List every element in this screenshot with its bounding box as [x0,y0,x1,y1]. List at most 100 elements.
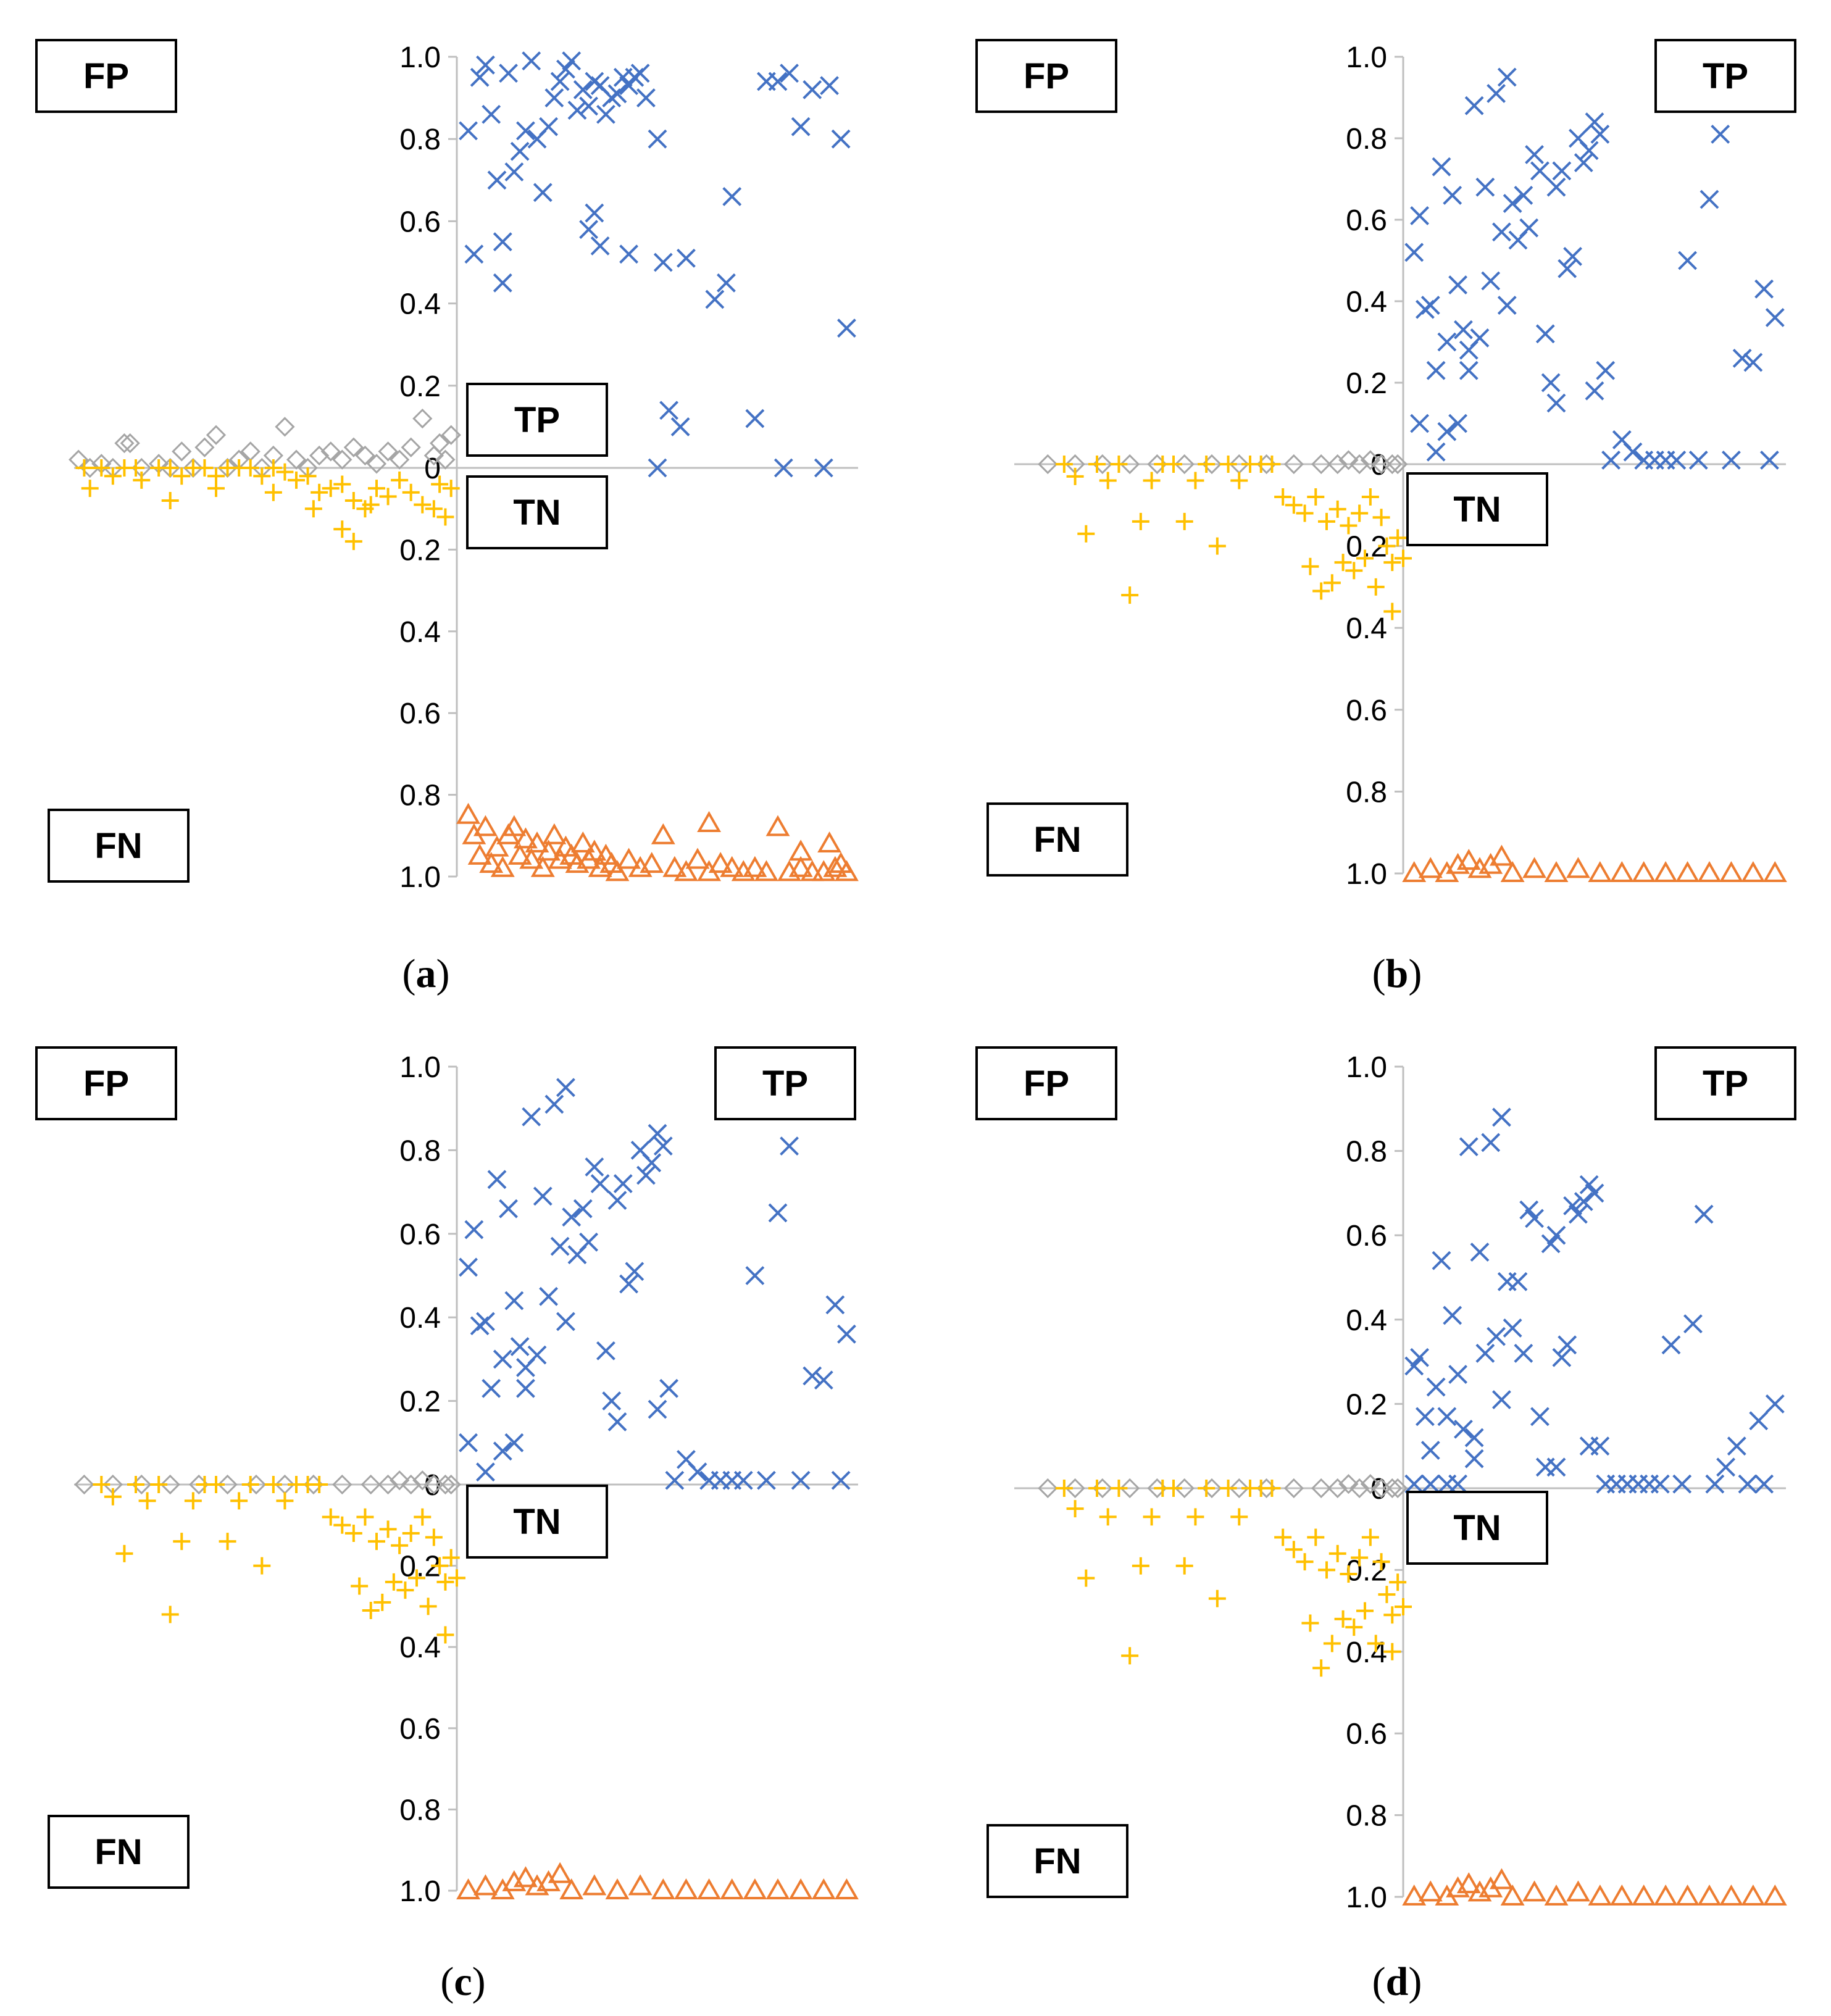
data-point-fn [720,856,744,877]
data-point-fn [1697,1884,1722,1906]
data-point-tn [1121,586,1139,604]
data-point-tp [522,51,541,71]
data-point-tp [1420,1441,1440,1460]
data-point-tp [1487,83,1506,103]
y-tick-label: 0.6 [1346,1718,1387,1751]
data-point-fp [1388,1478,1408,1499]
data-point-tp [533,183,553,202]
label-tn: TN [1406,1491,1548,1565]
data-point-fn [628,1874,653,1896]
data-point-fn [754,860,778,881]
y-tick-label: 0.6 [399,1713,441,1746]
data-point-tn [150,1476,168,1493]
data-point-tp [596,1341,615,1360]
y-tick-label: 1.0 [1346,858,1387,891]
caption-c: (c) [440,1959,486,2004]
data-point-tp [1410,206,1429,225]
data-point-tp [1404,243,1424,262]
data-point-tp [1535,324,1555,344]
data-point-tp [1514,1344,1533,1363]
data-point-tn [230,1492,248,1510]
data-point-tn [304,500,322,518]
data-point-fp [194,437,215,457]
data-point-tn [1383,554,1401,572]
data-point-tn [391,471,409,489]
data-point-tp [516,1378,535,1398]
label-tp: TP [1654,39,1796,113]
data-point-tp [757,1470,776,1490]
data-point-tp [791,1470,811,1490]
series-tn [1055,456,1412,620]
label-tp: TP [1654,1046,1796,1120]
data-point-tp [1683,1314,1703,1334]
data-point-fn [1522,1880,1547,1902]
data-point-tp [1732,348,1752,368]
data-point-fn [456,802,481,824]
data-point-tp [837,319,856,338]
data-point-fp [1382,454,1403,475]
data-point-tn [344,491,362,509]
data-point-fn [530,856,555,877]
data-point-fn [536,839,561,861]
data-point-tn [1361,1528,1379,1546]
data-point-tn [344,1524,362,1542]
data-point-tp [1558,259,1577,278]
data-point-tp [602,1391,622,1411]
data-point-tp [1437,422,1457,441]
data-point-tp [573,80,593,99]
data-point-tn [436,508,454,526]
data-point-tp [1541,1234,1561,1254]
data-point-tp [670,417,690,436]
y-tick-label: 0.8 [399,1794,441,1826]
y-tick-label: 1.0 [399,861,441,894]
series-tn [75,459,460,551]
data-point-tp [768,1203,788,1223]
data-point-tp [659,401,678,420]
data-point-fn [1762,860,1787,882]
caption-letter: c [454,1959,472,2004]
data-point-tp [482,104,501,124]
data-point-fn [502,815,527,836]
data-point-tn [351,1577,369,1595]
data-point-tp [1503,194,1522,214]
data-point-tp [1711,124,1730,144]
data-point-tp [510,1337,530,1357]
data-point-fn [1544,1884,1569,1906]
data-point-tn [1110,456,1128,473]
data-point-tn [1230,1508,1248,1526]
data-point-tn [1389,1573,1407,1591]
data-point-tn [385,1573,402,1591]
data-point-tn [241,459,259,477]
y-tick-label: 0.4 [1346,1304,1387,1337]
series-tp [1404,67,1785,470]
data-point-fp [1174,454,1195,475]
data-point-fp [435,1474,456,1495]
data-point-tn [1175,512,1193,530]
data-point-tn [81,480,99,498]
data-point-tn [311,1476,328,1493]
data-point-tp [590,1174,610,1193]
data-point-fn [823,856,848,877]
data-point-tn [1356,549,1374,567]
data-point-fn [1500,860,1525,882]
data-point-fn [1588,860,1612,882]
data-point-tn [253,467,271,485]
series-fp [1038,1474,1408,1499]
data-point-tn [1219,456,1237,473]
data-point-tn [75,459,93,477]
data-point-tp [1410,1347,1429,1367]
data-point-tp [733,1470,753,1490]
data-point-tn [362,1601,380,1619]
data-point-tn [1263,456,1281,473]
data-point-tn [379,488,397,506]
data-point-tp [1585,1183,1604,1203]
data-point-fn [674,860,698,881]
data-point-tn [264,1476,282,1493]
data-point-tn [1066,467,1084,485]
data-point-tn [1099,472,1117,489]
data-point-tn [1395,1597,1412,1615]
data-point-tn [276,1492,294,1510]
data-point-tn [1165,456,1182,473]
data-point-fp [217,1474,238,1495]
data-point-fn [765,1878,790,1899]
